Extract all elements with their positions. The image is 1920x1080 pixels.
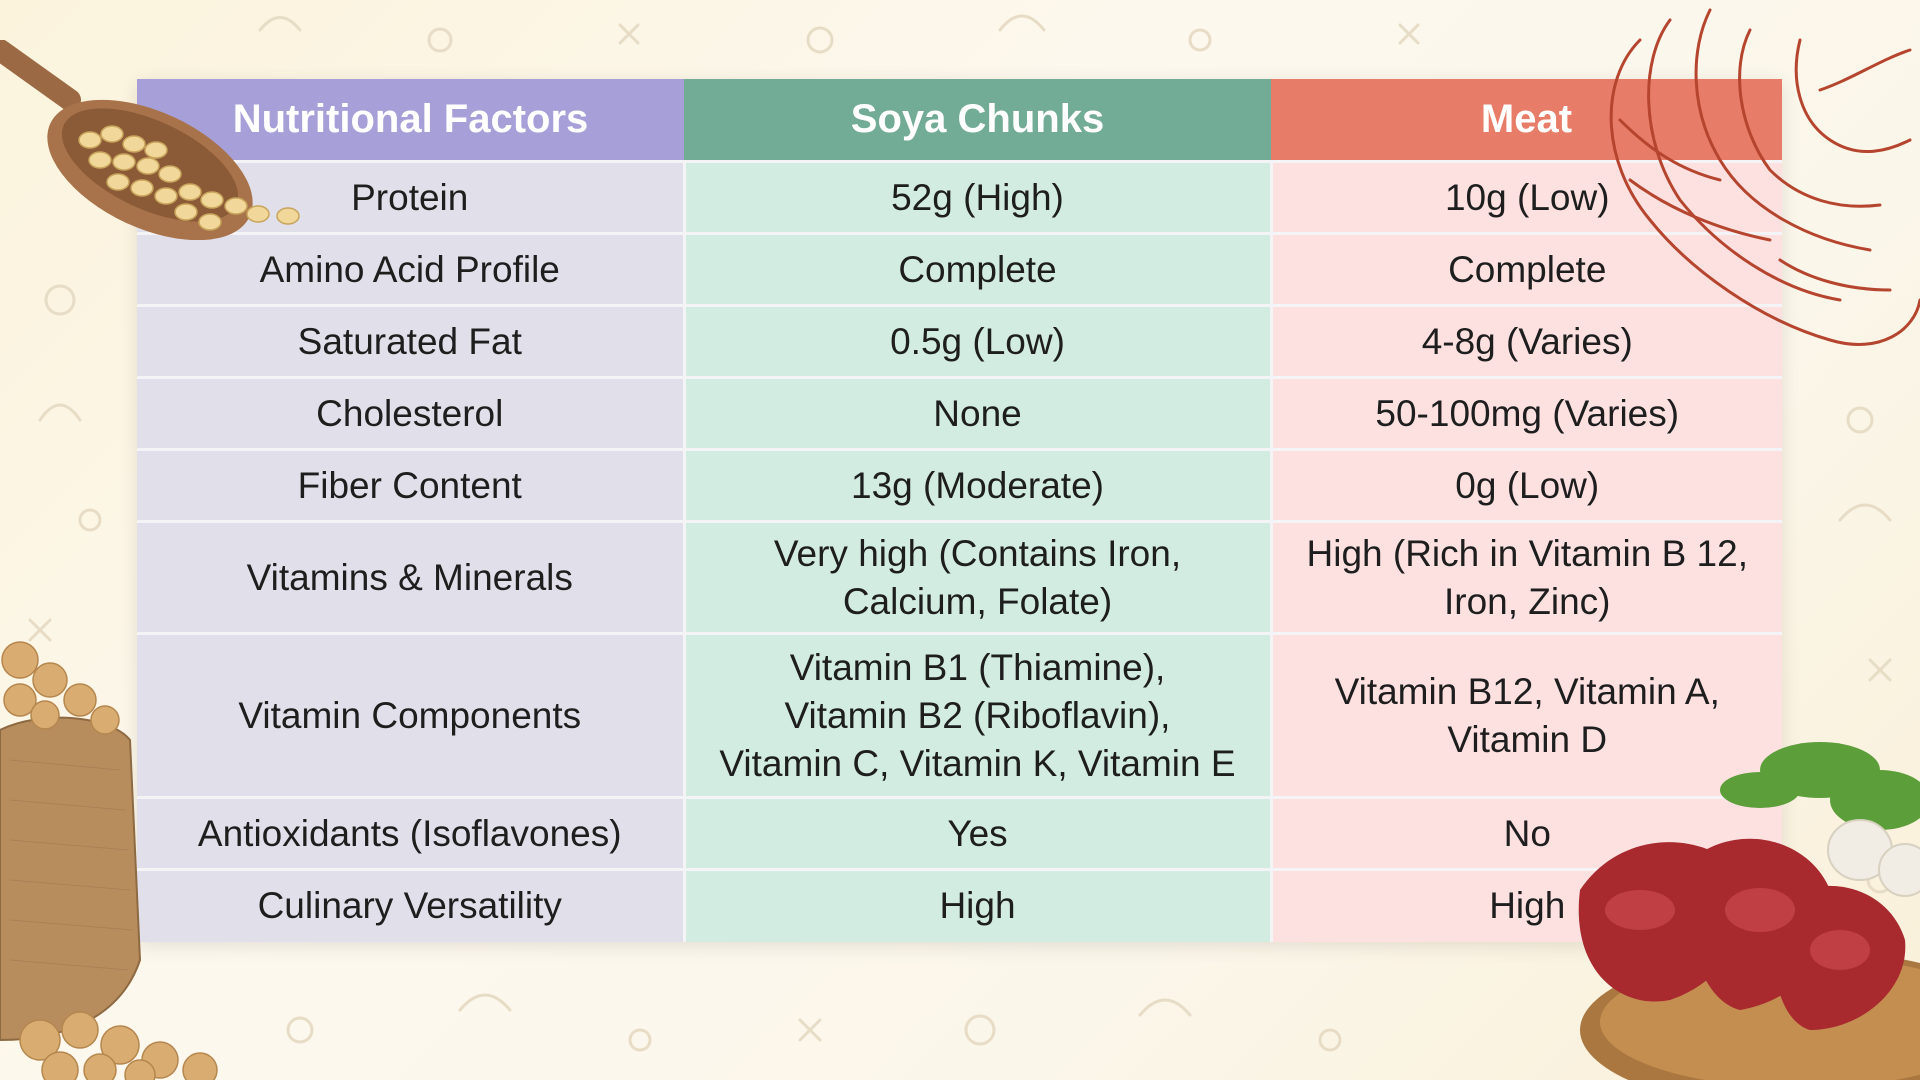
factor-cell: Cholesterol xyxy=(137,376,684,450)
table-row: Vitamin Components Vitamin B1 (Thiamine)… xyxy=(137,632,1782,798)
table-row: Amino Acid Profile Complete Complete xyxy=(137,232,1782,306)
factor-cell: Vitamins & Minerals xyxy=(137,520,684,634)
meat-cell: 0g (Low) xyxy=(1269,448,1782,522)
soya-cell: 13g (Moderate) xyxy=(682,448,1271,522)
soya-cell: Complete xyxy=(682,232,1271,306)
header-soya-chunks: Soya Chunks xyxy=(684,79,1271,162)
soya-cell: 0.5g (Low) xyxy=(682,304,1271,378)
soya-cell: High xyxy=(682,868,1271,942)
soya-cell: Very high (Contains Iron, Calcium, Folat… xyxy=(682,520,1271,634)
meat-cell: Vitamin B12, Vitamin A, Vitamin D xyxy=(1269,632,1782,798)
table-row: Protein 52g (High) 10g (Low) xyxy=(137,160,1782,234)
factor-cell: Amino Acid Profile xyxy=(137,232,684,306)
meat-cell: 50-100mg (Varies) xyxy=(1269,376,1782,450)
header-nutritional-factors: Nutritional Factors xyxy=(137,79,684,162)
meat-cell: Complete xyxy=(1269,232,1782,306)
factor-cell: Fiber Content xyxy=(137,448,684,522)
table-row: Cholesterol None 50-100mg (Varies) xyxy=(137,376,1782,450)
soya-cell: None xyxy=(682,376,1271,450)
factor-cell: Culinary Versatility xyxy=(137,868,684,942)
comparison-table: Nutritional Factors Soya Chunks Meat Pro… xyxy=(137,79,1782,942)
soya-cell: 52g (High) xyxy=(682,160,1271,234)
table-row: Fiber Content 13g (Moderate) 0g (Low) xyxy=(137,448,1782,522)
header-meat: Meat xyxy=(1271,79,1782,162)
meat-cell: High xyxy=(1269,868,1782,942)
factor-cell: Saturated Fat xyxy=(137,304,684,378)
factor-cell: Protein xyxy=(137,160,684,234)
table-row: Saturated Fat 0.5g (Low) 4-8g (Varies) xyxy=(137,304,1782,378)
table-row: Vitamins & Minerals Very high (Contains … xyxy=(137,520,1782,634)
table-row: Culinary Versatility High High xyxy=(137,868,1782,942)
meat-cell: High (Rich in Vitamin B 12, Iron, Zinc) xyxy=(1269,520,1782,634)
table-row: Antioxidants (Isoflavones) Yes No xyxy=(137,796,1782,870)
soya-cell: Yes xyxy=(682,796,1271,870)
meat-cell: No xyxy=(1269,796,1782,870)
factor-cell: Vitamin Components xyxy=(137,632,684,798)
factor-cell: Antioxidants (Isoflavones) xyxy=(137,796,684,870)
meat-cell: 4-8g (Varies) xyxy=(1269,304,1782,378)
soya-cell: Vitamin B1 (Thiamine), Vitamin B2 (Ribof… xyxy=(682,632,1271,798)
meat-cell: 10g (Low) xyxy=(1269,160,1782,234)
